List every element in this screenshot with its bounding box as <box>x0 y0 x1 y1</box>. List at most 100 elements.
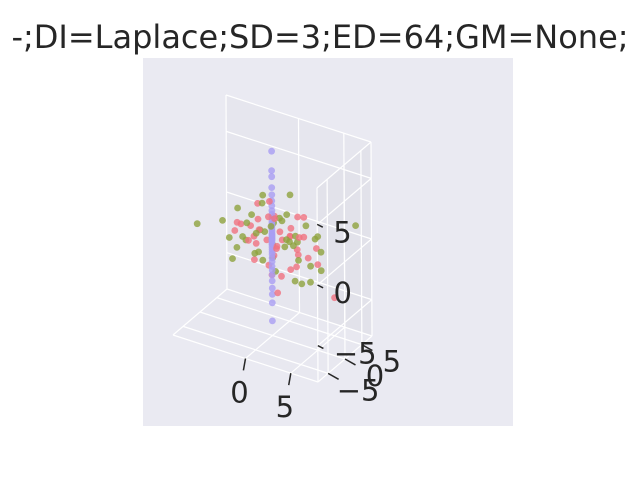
data-point-series-1 <box>274 289 282 297</box>
data-point-series-1 <box>313 245 320 252</box>
data-point-series-1 <box>287 224 295 232</box>
data-point-series-2 <box>252 229 260 237</box>
y-tick-label: 0 <box>366 359 384 393</box>
data-point-series-3 <box>268 290 276 298</box>
data-point-series-3 <box>268 299 276 307</box>
x-tick-mark <box>287 373 292 386</box>
data-point-series-1 <box>300 214 308 221</box>
data-point-series-1 <box>251 256 258 263</box>
data-point-series-1 <box>276 228 284 236</box>
data-point-series-2 <box>233 244 241 251</box>
y-tick-mark <box>327 372 339 380</box>
data-point-series-2 <box>290 242 297 250</box>
data-point-series-3 <box>268 277 276 285</box>
grid-line-z-side <box>317 238 372 286</box>
data-point-series-1 <box>294 213 301 221</box>
data-point-series-2 <box>295 257 302 264</box>
data-point-series-1 <box>245 236 252 244</box>
tick-labels: 0 5 −505−505 <box>230 215 401 424</box>
x-tick-mark <box>242 358 247 371</box>
data-point-series-2 <box>352 222 359 230</box>
data-point-series-2 <box>276 214 283 222</box>
data-point-series-2 <box>298 280 306 288</box>
data-point-series-2 <box>302 222 310 230</box>
pane-edge <box>316 141 372 189</box>
data-point-series-2 <box>259 256 267 264</box>
data-point-series-1 <box>231 227 239 234</box>
data-point-series-2 <box>286 191 294 199</box>
data-point-series-2 <box>259 191 267 199</box>
data-point-series-3 <box>269 317 276 325</box>
data-point-series-3 <box>268 266 276 274</box>
data-point-series-1 <box>331 294 338 302</box>
data-point-series-1 <box>304 254 312 262</box>
data-point-series-2 <box>307 278 314 286</box>
grid-line-y-floor <box>199 311 346 360</box>
data-point-series-3 <box>268 271 276 279</box>
data-point-series-1 <box>266 198 273 205</box>
data-point-series-2 <box>314 233 322 241</box>
pane-edge <box>225 94 372 143</box>
data-point-series-2 <box>291 277 299 285</box>
data-point-series-2 <box>317 248 325 256</box>
data-point-series-2 <box>225 234 233 241</box>
data-point-series-3 <box>268 173 276 181</box>
x-tick-label: 0 <box>230 376 248 410</box>
data-point-series-3 <box>268 284 276 292</box>
z-tick-mark <box>316 223 324 228</box>
z-tick-label: −5 <box>334 337 377 371</box>
data-point-series-1 <box>271 215 278 223</box>
data-point-series-1 <box>278 272 285 280</box>
data-point-series-3 <box>268 147 275 155</box>
data-point-series-2 <box>281 243 289 251</box>
data-point-series-1 <box>294 251 302 259</box>
data-point-series-3 <box>268 167 275 175</box>
data-point-series-1 <box>265 213 272 221</box>
data-point-series-1 <box>263 236 271 244</box>
z-tick-label: 0 <box>334 276 352 310</box>
data-point-series-1 <box>273 245 280 253</box>
data-point-series-2 <box>267 223 275 230</box>
grid-line-y-floor <box>182 325 329 374</box>
pane-edge <box>370 141 373 337</box>
data-point-series-1 <box>252 240 260 247</box>
data-point-series-2 <box>229 255 236 262</box>
data-point-series-2 <box>283 236 290 244</box>
data-point-series-1 <box>254 215 262 223</box>
data-point-series-1 <box>233 218 241 226</box>
data-points <box>193 147 359 325</box>
data-point-series-1 <box>293 263 300 271</box>
y-tick-mark <box>344 358 356 366</box>
data-point-series-3 <box>268 184 276 192</box>
grid-lines <box>172 94 373 383</box>
data-point-series-2 <box>317 267 325 275</box>
data-point-series-2 <box>248 211 256 219</box>
grid-line-z-side <box>316 177 372 225</box>
data-point-series-2 <box>261 228 269 236</box>
chart-title: -;DI=Laplace;SD=3;ED=64;GM=None; <box>11 18 628 56</box>
pane-edge <box>172 288 228 336</box>
data-point-series-3 <box>268 191 276 199</box>
pane-edge <box>226 288 373 337</box>
data-point-series-2 <box>283 211 291 219</box>
data-point-series-2 <box>255 248 262 256</box>
grid-line-z-back <box>226 252 372 301</box>
grid-line-z-side <box>317 299 373 347</box>
y-tick-label: −5 <box>337 373 380 407</box>
x-tick-label: 5 <box>276 390 294 424</box>
data-point-series-2 <box>193 220 201 228</box>
pane-edge <box>225 94 228 290</box>
grid-line-y-floor <box>216 297 363 346</box>
data-point-series-2 <box>243 219 251 227</box>
z-tick-label: 5 <box>333 215 351 249</box>
data-point-series-1 <box>287 266 295 273</box>
data-point-series-3 <box>268 258 276 265</box>
y-tick-label: 5 <box>383 345 401 379</box>
data-point-series-1 <box>295 234 303 241</box>
grid-line-z-back <box>226 130 372 179</box>
data-point-series-2 <box>307 262 314 270</box>
z-tick-mark <box>317 344 324 350</box>
y-tick-mark <box>361 343 373 352</box>
z-tick-mark <box>317 284 324 289</box>
